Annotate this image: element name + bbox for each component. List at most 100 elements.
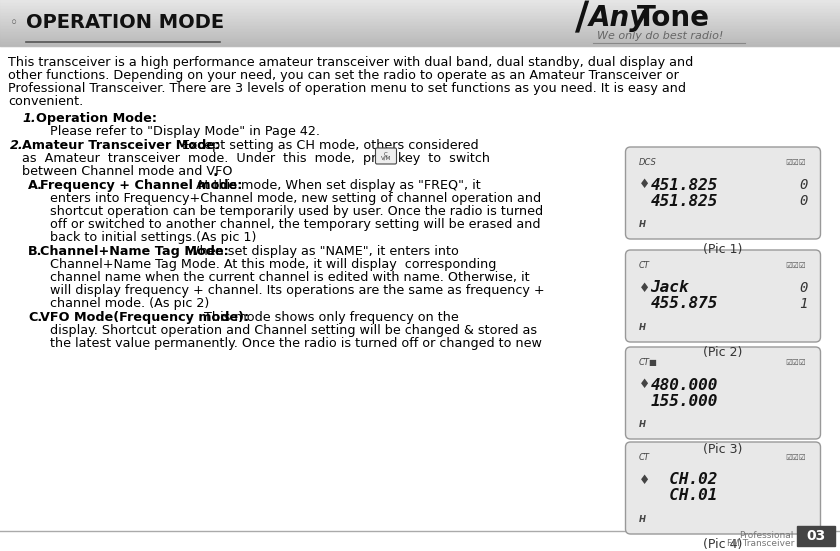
Text: Frequency + Channel mode:: Frequency + Channel mode: (40, 179, 243, 192)
Text: 155.000: 155.000 (650, 393, 718, 408)
Text: will display frequency + channel. Its operations are the same as frequency +: will display frequency + channel. Its op… (50, 284, 544, 297)
Bar (0, 21, 840, 22)
Bar (0, 39, 840, 41)
Bar (0, 27, 840, 28)
Text: 0: 0 (799, 194, 807, 208)
Bar (0, 10, 840, 12)
Bar (0, 11, 840, 12)
Text: This transceiver is a high performance amateur transceiver with dual band, dual : This transceiver is a high performance a… (8, 56, 693, 69)
Text: display. Shortcut operation and Channel setting will be changed & stored as: display. Shortcut operation and Channel … (50, 324, 537, 337)
Text: ♦: ♦ (638, 473, 650, 487)
Text: Any: Any (589, 4, 648, 32)
Text: ◦: ◦ (10, 16, 18, 30)
FancyBboxPatch shape (626, 442, 821, 534)
Bar (0, 23, 840, 24)
Bar (0, 30, 840, 31)
Text: key  to  switch: key to switch (398, 152, 490, 165)
Text: A.: A. (28, 179, 43, 192)
Text: H: H (638, 323, 645, 332)
Text: V/M: V/M (381, 156, 391, 161)
Bar (0, 34, 840, 35)
Bar (0, 15, 840, 17)
Bar (0, 19, 840, 21)
Text: ☑☑☑: ☑☑☑ (785, 358, 806, 367)
Text: channel name when the current channel is edited with name. Otherwise, it: channel name when the current channel is… (50, 271, 530, 284)
Bar (0, 37, 840, 39)
Text: C: C (384, 152, 388, 157)
Text: CT: CT (638, 453, 649, 462)
Text: ♦: ♦ (638, 179, 650, 192)
FancyBboxPatch shape (626, 147, 821, 239)
Text: B.: B. (28, 245, 42, 258)
Bar (0, 31, 840, 32)
Text: Tone: Tone (637, 4, 710, 32)
Text: This mode shows only frequency on the: This mode shows only frequency on the (200, 311, 459, 324)
Text: ♦: ♦ (638, 379, 650, 392)
Text: CT■: CT■ (638, 358, 658, 367)
Bar (0, 4, 840, 6)
Text: shortcut operation can be temporarily used by user. Once the radio is turned: shortcut operation can be temporarily us… (50, 205, 543, 218)
Text: back to initial settings.(As pic 1): back to initial settings.(As pic 1) (50, 231, 256, 244)
Text: 451.825: 451.825 (650, 193, 718, 208)
Text: C.: C. (28, 311, 42, 324)
Text: ☑☑☑: ☑☑☑ (785, 261, 806, 270)
Text: ☑☑☑: ☑☑☑ (785, 453, 806, 462)
Bar (797, 526, 835, 546)
Text: as  Amateur  transceiver  mode.  Under  this  mode,  press: as Amateur transceiver mode. Under this … (22, 152, 397, 165)
Bar (0, 0, 840, 1)
Text: 1.: 1. (22, 112, 36, 125)
Text: DCS: DCS (638, 158, 656, 167)
Bar (0, 43, 840, 45)
Bar (0, 18, 840, 19)
Bar (0, 23, 840, 25)
Bar (0, 35, 840, 36)
Text: 03: 03 (806, 529, 826, 543)
Bar (0, 13, 840, 14)
Bar (0, 24, 840, 25)
Bar (0, 28, 840, 29)
Text: FM Transceiver: FM Transceiver (727, 539, 794, 548)
Text: We only do best radio!: We only do best radio! (597, 31, 723, 41)
Bar (0, 2, 840, 3)
Bar (0, 21, 840, 23)
Bar (0, 45, 840, 46)
FancyBboxPatch shape (626, 250, 821, 342)
Text: the latest value permanently. Once the radio is turned off or changed to new: the latest value permanently. Once the r… (50, 337, 542, 350)
Bar (0, 42, 840, 43)
Text: OPERATION MODE: OPERATION MODE (26, 14, 224, 33)
Text: Amateur Transceiver Mode:: Amateur Transceiver Mode: (22, 139, 220, 152)
Bar (0, 0, 840, 2)
Text: ☑☑☑: ☑☑☑ (785, 158, 806, 167)
Bar (0, 8, 840, 9)
Text: Channel+Name Tag Mode. At this mode, it will display  corresponding: Channel+Name Tag Mode. At this mode, it … (50, 258, 496, 271)
Bar (0, 19, 840, 20)
Text: 2.: 2. (10, 139, 24, 152)
Text: between Channel mode and VFO: between Channel mode and VFO (22, 165, 233, 178)
Text: When set display as "NAME", it enters into: When set display as "NAME", it enters in… (183, 245, 459, 258)
Text: Jack: Jack (650, 280, 689, 295)
Bar (0, 1, 840, 2)
Bar (0, 17, 840, 18)
Bar (0, 6, 840, 7)
Bar (0, 25, 840, 27)
Bar (0, 39, 840, 40)
Bar (0, 9, 840, 10)
Bar (0, 33, 840, 35)
Bar (0, 20, 840, 21)
Bar (0, 14, 840, 15)
Text: 451.825: 451.825 (650, 177, 718, 192)
Text: enters into Frequency+Channel mode, new setting of channel operation and: enters into Frequency+Channel mode, new … (50, 192, 541, 205)
Bar (0, 13, 840, 14)
Text: (Pic 1): (Pic 1) (703, 243, 743, 256)
Text: 455.875: 455.875 (650, 296, 718, 311)
Bar (0, 3, 840, 4)
Text: 480.000: 480.000 (650, 377, 718, 392)
Text: H: H (638, 515, 645, 524)
FancyBboxPatch shape (375, 148, 396, 164)
Text: ♦: ♦ (638, 282, 650, 294)
Bar (0, 29, 840, 31)
Text: Please refer to "Display Mode" in Page 42.: Please refer to "Display Mode" in Page 4… (50, 125, 320, 138)
Text: (Pic 4): (Pic 4) (703, 538, 743, 551)
Bar (0, 26, 840, 28)
Bar (0, 32, 840, 33)
